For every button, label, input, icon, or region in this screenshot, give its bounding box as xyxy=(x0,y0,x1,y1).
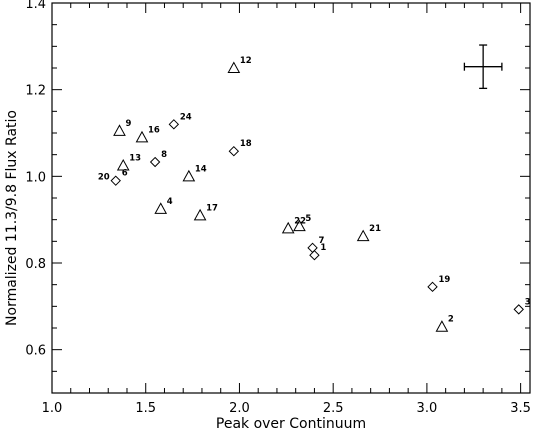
triangle-marker xyxy=(281,221,295,234)
y-tick-label: 1.2 xyxy=(25,84,46,99)
triangle-marker xyxy=(193,208,207,221)
point-label: 18 xyxy=(240,139,252,149)
y-tick-label: 0.6 xyxy=(25,344,46,359)
x-tick-label: 3.5 xyxy=(510,401,531,416)
triangle-marker xyxy=(113,124,126,136)
point-label: 24 xyxy=(180,112,192,122)
x-axis-label: Peak over Continuum xyxy=(216,416,366,432)
point-label: 8 xyxy=(161,150,167,160)
point-label: 4 xyxy=(167,197,173,207)
x-tick-label: 1.5 xyxy=(135,401,156,416)
diamond-marker xyxy=(513,304,524,315)
point-label: 9 xyxy=(125,119,131,129)
x-tick-label: 3.0 xyxy=(417,401,438,416)
x-tick-label: 2.5 xyxy=(323,401,344,416)
point-label: 12 xyxy=(240,56,252,66)
diamond-marker xyxy=(149,156,161,168)
diamond-marker xyxy=(110,175,121,186)
y-tick-label: 1.0 xyxy=(25,170,46,185)
point-label: 21 xyxy=(369,224,381,234)
point-label: 6 xyxy=(122,169,128,179)
diamond-marker xyxy=(427,281,438,293)
point-label: 5 xyxy=(305,214,311,224)
triangle-marker xyxy=(116,158,130,171)
x-tick-label: 2.0 xyxy=(229,401,250,416)
y-tick-label: 1.4 xyxy=(25,0,46,12)
point-label: 3 xyxy=(525,297,531,307)
y-axis-label: Normalized 11.3/9.8 Flux Ratio xyxy=(4,110,20,326)
diamond-marker xyxy=(168,119,180,130)
diamond-marker xyxy=(307,242,318,254)
diamond-marker xyxy=(309,249,320,261)
point-label: 7 xyxy=(319,236,325,246)
point-label: 1 xyxy=(320,243,326,253)
point-label: 17 xyxy=(206,203,218,213)
point-label: 16 xyxy=(148,125,160,135)
triangle-marker xyxy=(435,320,449,332)
plot-frame xyxy=(51,2,531,394)
point-label: 2 xyxy=(448,315,454,325)
point-label: 19 xyxy=(439,275,451,285)
diamond-marker xyxy=(228,145,240,157)
triangle-marker xyxy=(227,61,241,73)
triangle-marker xyxy=(135,130,149,143)
y-tick-label: 0.8 xyxy=(25,257,46,272)
point-label: 20 xyxy=(98,173,110,183)
point-label: 14 xyxy=(195,164,207,174)
axes: 1.0 1.5 2.0 2.5 3.0 3.5 0.6 0.8 1.0 1.2 1.4 xyxy=(25,0,531,416)
triangle-marker xyxy=(154,202,168,214)
triangle-marker xyxy=(293,219,306,232)
point-label: 13 xyxy=(129,154,141,164)
triangle-marker xyxy=(356,229,370,242)
triangle-marker xyxy=(182,169,196,182)
x-tick-label: 1.0 xyxy=(42,401,63,416)
